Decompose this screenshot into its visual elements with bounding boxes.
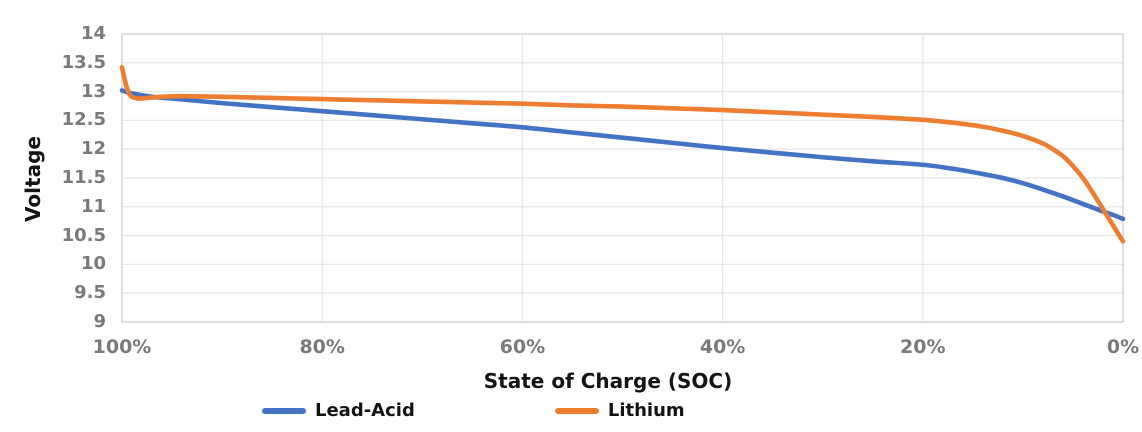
series-line-lithium bbox=[119, 65, 1126, 244]
x-tick-label-100%: 100% bbox=[92, 336, 152, 358]
legend: Lead-Acid Lithium bbox=[262, 401, 685, 421]
series-line-lead-acid bbox=[119, 88, 1126, 222]
y-tick-label-12.5: 12.5 bbox=[61, 109, 106, 131]
y-tick-label-11.5: 11.5 bbox=[61, 167, 106, 188]
y-tick-label-9.5: 9.5 bbox=[74, 282, 106, 304]
x-tick-label-40%: 40% bbox=[699, 336, 746, 358]
y-tick-label-11: 11 bbox=[80, 195, 106, 217]
y-tick-label-10.5: 10.5 bbox=[61, 224, 106, 246]
legend-item-lithium: Lithium bbox=[554, 400, 685, 421]
plot-border bbox=[121, 33, 1124, 323]
legend-label: Lead-Acid bbox=[315, 400, 415, 421]
lithium-line-marker-icon bbox=[554, 408, 599, 414]
x-tick-label-80%: 80% bbox=[299, 336, 345, 358]
y-tick-label-13: 13 bbox=[80, 80, 106, 102]
x-axis-title: State of Charge (SOC) bbox=[483, 369, 733, 393]
y-tick-label-10: 10 bbox=[80, 253, 106, 275]
x-tick-label-20%: 20% bbox=[900, 336, 946, 358]
legend-label: Lithium bbox=[607, 400, 685, 421]
lead-acid-line-marker-icon bbox=[262, 408, 306, 414]
y-tick-label-14: 14 bbox=[80, 23, 106, 44]
x-tick-label-0%: 0% bbox=[1106, 336, 1140, 358]
y-tick-label-13.5: 13.5 bbox=[61, 51, 106, 73]
y-tick-label-12: 12 bbox=[80, 138, 106, 160]
x-tick-label-60%: 60% bbox=[499, 336, 546, 358]
y-tick-label-9: 9 bbox=[93, 311, 106, 332]
legend-item-lead-acid: Lead-Acid bbox=[262, 401, 415, 421]
